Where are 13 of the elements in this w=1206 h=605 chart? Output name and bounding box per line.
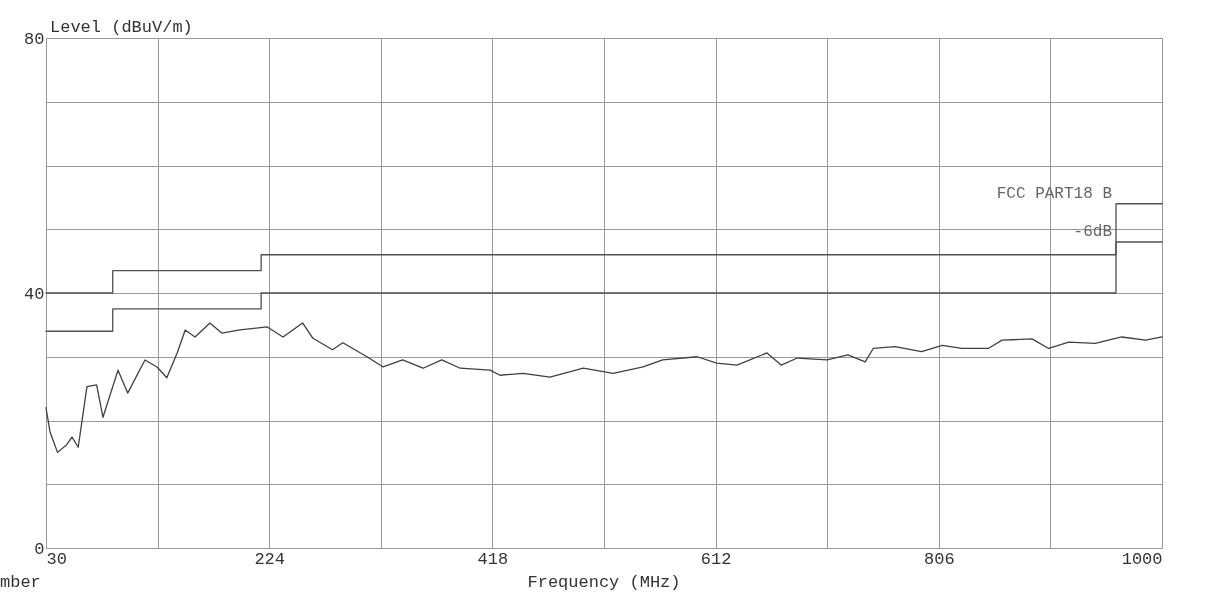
x-tick-label: 806 [924,549,955,569]
text: mber [0,573,41,592]
x-tick-label: 1000 [1121,549,1163,569]
line-series [45,322,1163,454]
x-tick-label: 612 [700,549,732,569]
y-axis-title: Level (dBuV/m) [50,18,193,37]
x-tick-label: 30 [46,549,67,569]
x-axis-title: Frequency (MHz) [527,573,681,592]
x-tick-label: 224 [254,549,285,569]
y-tick-label: 80 [24,29,45,49]
y-tick-label: 40 [24,284,45,304]
y-tick-label: 0 [34,539,45,559]
x-tick-label: 418 [477,549,509,569]
